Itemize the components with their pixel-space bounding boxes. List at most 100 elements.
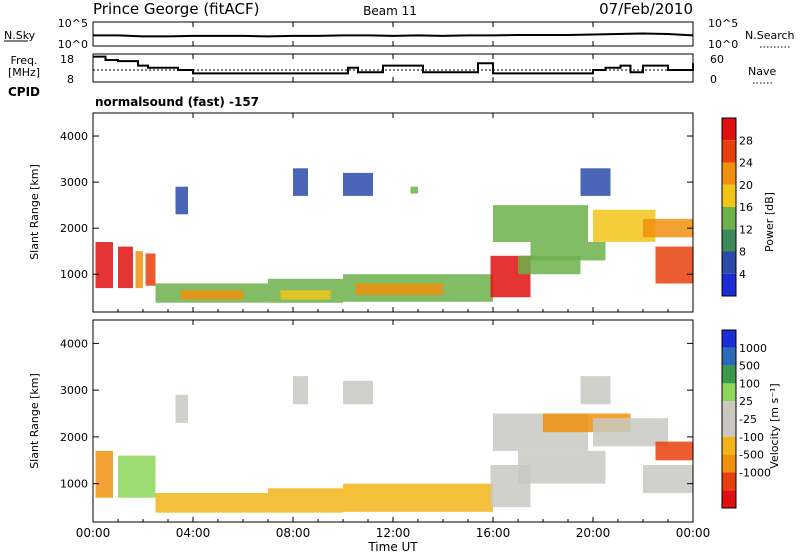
noise-tick-high-left: 10^5 (58, 17, 88, 30)
power-panel-region (175, 186, 188, 215)
power-panel-region (95, 242, 113, 289)
velocity-colorbar-tick: 100 (739, 377, 760, 390)
power-panel-region (145, 253, 156, 286)
colorbar-segment (722, 401, 736, 419)
velocity-panel-region (643, 465, 693, 494)
x-tick-label: 00:00 (76, 526, 111, 540)
colorbar-segment (722, 184, 736, 208)
colorbar-segment (722, 251, 736, 274)
velocity-panel-region (293, 376, 308, 405)
nsky-label: N.Sky (4, 29, 36, 42)
cpid-label: CPID (8, 85, 40, 99)
colorbar-segment (722, 162, 736, 185)
colorbar-segment (722, 436, 736, 455)
y-tick-label: 1000 (60, 478, 88, 491)
power-panel: 1000 2000 3000 4000 Slant Range [km] 4 8 12 16… (28, 112, 776, 313)
nsky-series-line (93, 32, 694, 38)
power-panel-region (180, 290, 243, 300)
velocity-panel-region (268, 488, 343, 513)
velocity-panel-region (175, 394, 188, 423)
power-panel-region (118, 246, 133, 289)
power-panel-region (135, 251, 143, 289)
power-colorbar-tick: 8 (739, 246, 746, 259)
beam-label: Beam 11 (363, 4, 417, 18)
time-axis-label: Time UT (367, 540, 418, 554)
power-panel-region (280, 290, 331, 300)
power-panel-region (343, 172, 373, 196)
velocity-colorbar-tick: 25 (739, 395, 753, 408)
power-panel-region (355, 283, 443, 295)
velocity-colorbar-tick: -1000 (739, 466, 771, 479)
velocity-panel: 1000 2000 3000 4000 Slant Range [km] 1000 50… (28, 319, 781, 523)
velocity-colorbar-tick: -100 (739, 431, 764, 444)
power-colorbar-label: Power [dB] (763, 192, 776, 252)
colorbar-segment (722, 347, 736, 366)
noise-tick-low-left: 10^0 (58, 38, 88, 51)
x-tick-label: 04:00 (176, 526, 211, 540)
velocity-panel-region (95, 450, 113, 498)
power-panel-region (293, 168, 308, 196)
noise-tick-low-right: 10^0 (708, 38, 738, 51)
colorbar-segment (722, 419, 736, 437)
cpid-text: normalsound (fast) -157 (95, 95, 259, 109)
colorbar-segment (722, 330, 736, 348)
frequency-panel: Freq. [MHz] CPID 18 8 60 0 Nave (8, 53, 777, 99)
x-tick-label: 00:00 (676, 526, 711, 540)
y-tick-label: 1000 (60, 268, 88, 281)
y-tick-label: 4000 (60, 130, 88, 143)
y-tick-label: 4000 (60, 337, 88, 350)
colorbar-segment (722, 229, 736, 252)
power-panel-region (580, 168, 611, 196)
y-tick-label: 3000 (60, 176, 88, 189)
power-colorbar-tick: 24 (739, 157, 753, 170)
power-ylabel: Slant Range [km] (28, 164, 41, 260)
x-tick-label: 16:00 (476, 526, 511, 540)
colorbar-segment (722, 454, 736, 473)
power-colorbar-tick: 20 (739, 179, 753, 192)
colorbar-segment (722, 383, 736, 402)
velocity-colorbar-tick: -500 (739, 449, 764, 462)
freq-tick-low: 8 (67, 73, 74, 86)
power-colorbar-tick: 16 (739, 201, 753, 214)
date-label: 07/Feb/2010 (599, 0, 693, 18)
velocity-panel-region (580, 376, 611, 405)
colorbar-segment (722, 472, 736, 491)
x-tick-label: 20:00 (576, 526, 611, 540)
power-panel-region (655, 246, 693, 284)
power-panel-region (410, 186, 418, 194)
x-tick-label: 08:00 (276, 526, 311, 540)
colorbar-frame (721, 117, 737, 297)
velocity-panel-region (118, 455, 156, 498)
power-panel-region (643, 218, 693, 238)
colorbar-segment (722, 490, 736, 508)
noise-tick-high-right: 10^5 (708, 17, 738, 30)
freq-series-line (93, 55, 694, 75)
y-tick-label: 2000 (60, 222, 88, 235)
power-colorbar-tick: 28 (739, 134, 753, 147)
velocity-panel-region (343, 380, 373, 405)
power-panel-region (493, 205, 588, 242)
velocity-panel-region (343, 483, 493, 512)
x-tick-label: 12:00 (376, 526, 411, 540)
velocity-colorbar-tick: 500 (739, 360, 760, 373)
y-tick-label: 2000 (60, 431, 88, 444)
power-panel-region (530, 242, 606, 261)
station-title: Prince George (fitACF) (93, 0, 259, 18)
power-colorbar-tick: 4 (739, 268, 746, 281)
freq-tick-high: 18 (60, 53, 74, 66)
colorbar-frame (721, 329, 737, 509)
colorbar-segment (722, 365, 736, 384)
colorbar-segment (722, 118, 736, 141)
nsearch-label: N.Search (745, 29, 795, 42)
nave-label: Nave (748, 65, 776, 78)
freq-label-line1: Freq. (10, 54, 37, 67)
velocity-panel-region (518, 450, 606, 484)
power-colorbar-tick: 12 (739, 223, 753, 236)
velocity-colorbar-label: Velocity [m s⁻¹] (768, 383, 781, 468)
y-tick-label: 3000 (60, 384, 88, 397)
velocity-colorbar-tick: 1000 (739, 342, 767, 355)
colorbar-segment (722, 273, 736, 297)
velocity-panel-region (155, 493, 268, 513)
velocity-panel-region (655, 441, 693, 461)
